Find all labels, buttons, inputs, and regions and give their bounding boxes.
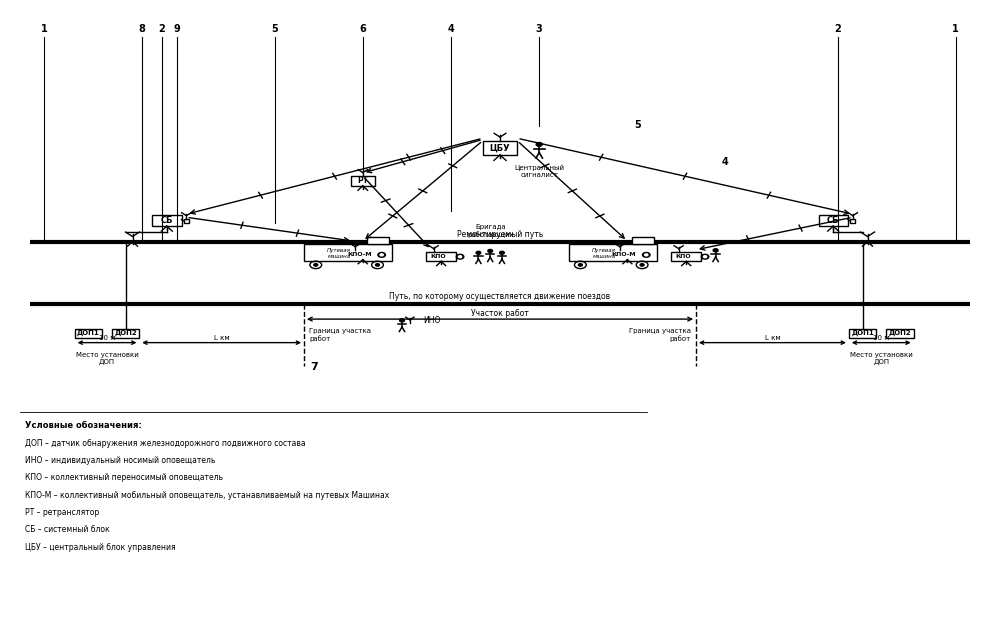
Bar (886, 329, 914, 337)
Text: 3: 3 (536, 24, 543, 34)
Circle shape (380, 254, 383, 256)
Text: ЦБУ: ЦБУ (490, 143, 510, 153)
Bar (351, 176, 375, 186)
Text: 10 м: 10 м (99, 335, 115, 341)
Circle shape (703, 256, 707, 258)
Bar (426, 252, 456, 262)
Bar (112, 329, 139, 337)
Bar (671, 252, 701, 262)
Text: КПО – коллективный переносимый оповещатель: КПО – коллективный переносимый оповещате… (25, 473, 223, 482)
Bar (612, 250, 642, 260)
Text: машина: машина (592, 254, 615, 258)
Text: ИНО: ИНО (424, 316, 441, 325)
Text: КПО-М: КПО-М (347, 252, 372, 257)
Text: Центральный
сигналист: Центральный сигналист (514, 164, 564, 178)
Circle shape (458, 256, 462, 258)
Text: Условные обозначения:: Условные обозначения: (25, 422, 142, 430)
Circle shape (476, 252, 481, 254)
Circle shape (642, 253, 650, 257)
Text: СБ – системный блок: СБ – системный блок (25, 525, 109, 534)
Circle shape (640, 264, 644, 266)
Text: L км: L км (765, 335, 780, 341)
Text: ДОП2: ДОП2 (889, 330, 911, 336)
Text: КПО: КПО (430, 254, 446, 259)
Text: машина: машина (328, 254, 351, 258)
Text: 1: 1 (41, 24, 48, 34)
Text: КПО-М – коллективный мобильный оповещатель, устанавливаемый на путевых Машинах: КПО-М – коллективный мобильный оповещате… (25, 490, 389, 500)
Text: 5: 5 (634, 120, 641, 130)
Bar (632, 237, 654, 244)
Text: 4: 4 (448, 24, 454, 34)
Circle shape (488, 250, 493, 252)
Text: 10 м: 10 м (873, 335, 889, 341)
Text: Путевая: Путевая (327, 248, 351, 253)
Bar (152, 215, 182, 226)
Circle shape (701, 254, 709, 259)
Bar (348, 250, 378, 260)
Text: ИНО – индивидуальный носимый оповещатель: ИНО – индивидуальный носимый оповещатель (25, 456, 215, 465)
Text: СБ: СБ (827, 216, 839, 225)
Text: 2: 2 (159, 24, 165, 34)
Text: Путевая: Путевая (592, 248, 616, 253)
Text: КПО: КПО (675, 254, 691, 259)
Circle shape (378, 253, 385, 257)
Text: 5: 5 (271, 24, 278, 34)
Text: ДОП – датчик обнаружения железнодорожного подвижного состава: ДОП – датчик обнаружения железнодорожног… (25, 439, 305, 447)
Text: 2: 2 (835, 24, 841, 34)
Text: Место установки
ДОП: Место установки ДОП (850, 352, 913, 365)
Circle shape (645, 254, 648, 256)
Bar (304, 244, 392, 262)
Text: Граница участка
работ: Граница участка работ (309, 329, 371, 343)
Text: Бригада
работающих: Бригада работающих (467, 224, 514, 238)
Circle shape (376, 264, 379, 266)
Bar (75, 329, 102, 337)
Text: 7: 7 (310, 362, 318, 372)
Bar (367, 237, 389, 244)
Circle shape (536, 142, 542, 146)
Circle shape (314, 264, 318, 266)
Circle shape (578, 264, 582, 266)
Text: 6: 6 (359, 24, 366, 34)
Text: Участок работ: Участок работ (471, 308, 529, 317)
Text: L км: L км (214, 335, 229, 341)
Text: Путь, по которому осуществляется движение поездов: Путь, по которому осуществляется движени… (389, 292, 611, 301)
Text: 8: 8 (139, 24, 146, 34)
Text: Граница участка
работ: Граница участка работ (629, 329, 691, 343)
Text: КПО-М: КПО-М (612, 252, 636, 257)
Text: Место установки
ДОП: Место установки ДОП (76, 352, 138, 365)
Text: 1: 1 (952, 24, 959, 34)
Bar (850, 219, 855, 223)
Text: СБ: СБ (161, 216, 173, 225)
Bar (819, 215, 848, 226)
Circle shape (713, 249, 718, 252)
Text: ДОП1: ДОП1 (851, 330, 874, 336)
Bar (849, 329, 876, 337)
Text: 4: 4 (722, 157, 729, 167)
Text: ДОП2: ДОП2 (114, 330, 137, 336)
Bar (569, 244, 657, 262)
Bar (483, 142, 517, 155)
Circle shape (456, 254, 464, 259)
Text: РТ: РТ (357, 176, 368, 185)
Text: Ремонтируемый путь: Ремонтируемый путь (457, 230, 543, 239)
Text: 9: 9 (173, 24, 180, 34)
Text: ЦБУ – центральный блок управления: ЦБУ – центральный блок управления (25, 543, 175, 552)
Text: РТ – ретранслятор: РТ – ретранслятор (25, 508, 99, 517)
Circle shape (400, 319, 404, 322)
Bar (184, 219, 189, 223)
Text: ДОП1: ДОП1 (77, 330, 100, 336)
Circle shape (500, 252, 504, 254)
